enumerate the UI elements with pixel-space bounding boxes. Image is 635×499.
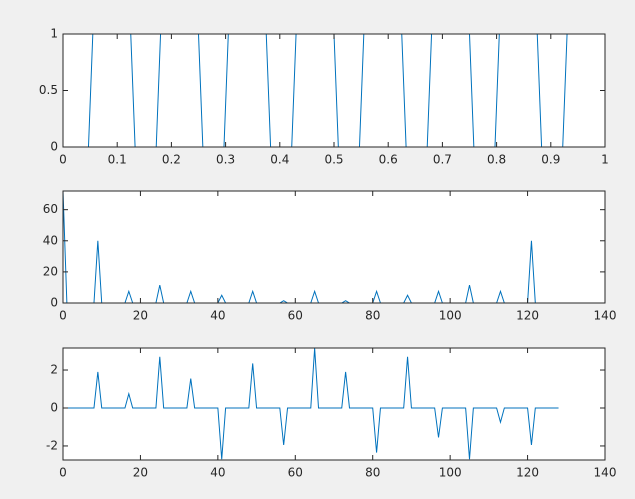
x-tick-label: 120 <box>516 309 539 323</box>
x-tick-label: 0.4 <box>270 153 289 167</box>
axes-box <box>62 347 606 461</box>
x-tick-label: 0.2 <box>162 153 181 167</box>
x-tick-label: 20 <box>133 309 148 323</box>
x-tick-label: 0.8 <box>487 153 506 167</box>
x-tick-label: 0.1 <box>108 153 127 167</box>
y-tick-label: 0.5 <box>39 83 58 97</box>
y-tick-label: 1 <box>50 27 58 41</box>
data-line <box>63 34 605 147</box>
y-tick-label: -2 <box>46 438 58 452</box>
y-tick-label: 40 <box>43 233 58 247</box>
x-tick-label: 120 <box>516 466 539 480</box>
x-tick-label: 60 <box>288 466 303 480</box>
axes <box>63 348 605 460</box>
x-tick-label: 140 <box>594 466 617 480</box>
x-tick-label: 100 <box>439 466 462 480</box>
x-tick-label: 0.7 <box>433 153 452 167</box>
x-tick-label: 0 <box>59 153 67 167</box>
x-tick-label: 40 <box>210 466 225 480</box>
x-tick-label: 80 <box>365 309 380 323</box>
x-tick-label: 0.5 <box>324 153 343 167</box>
x-tick-label: 140 <box>594 309 617 323</box>
y-tick-label: 2 <box>50 363 58 377</box>
x-tick-label: 80 <box>365 466 380 480</box>
data-line <box>63 191 559 303</box>
axes-box <box>62 190 606 304</box>
y-tick-label: 0 <box>50 140 58 154</box>
x-tick-label: 40 <box>210 309 225 323</box>
x-tick-label: 100 <box>439 309 462 323</box>
x-tick-label: 0.3 <box>216 153 235 167</box>
x-tick-label: 0 <box>59 466 67 480</box>
y-tick-label: 60 <box>43 202 58 216</box>
x-tick-label: 20 <box>133 466 148 480</box>
y-tick-label: 20 <box>43 264 58 278</box>
axes <box>63 34 605 147</box>
x-tick-label: 0.6 <box>379 153 398 167</box>
axes <box>63 191 605 303</box>
y-tick-label: 0 <box>50 400 58 414</box>
y-tick-label: 0 <box>50 296 58 310</box>
x-tick-label: 60 <box>288 309 303 323</box>
x-tick-label: 0 <box>59 309 67 323</box>
x-tick-label: 1 <box>601 153 609 167</box>
x-tick-label: 0.9 <box>541 153 560 167</box>
